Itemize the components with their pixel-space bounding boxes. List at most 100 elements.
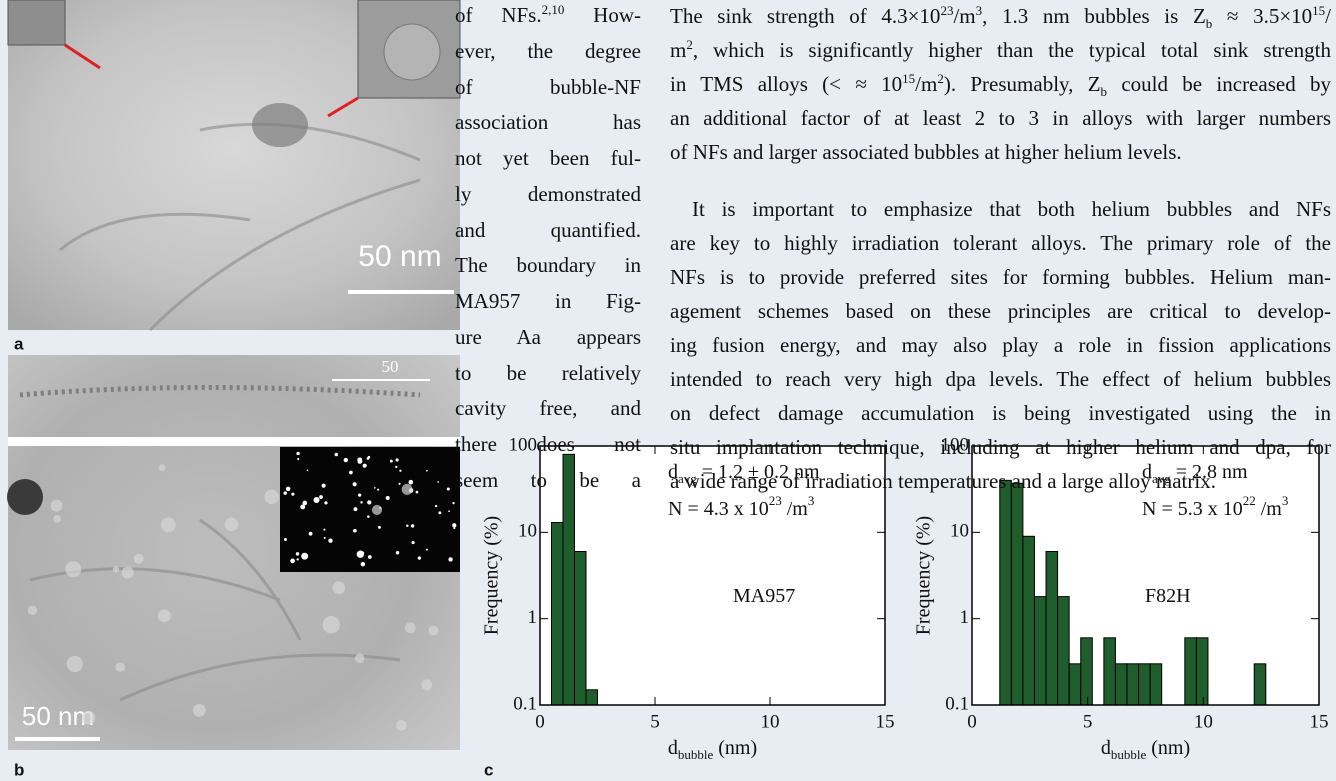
x-tick-label: 10: [1194, 711, 1213, 732]
text-run: NFs is to provide preferred sites for fo…: [670, 265, 1331, 289]
inset-dot: [406, 524, 409, 528]
text-line: It is important to emphasize that both h…: [670, 192, 1331, 226]
inset-dot: [367, 555, 372, 559]
text-run: on defect damage accumulation is being i…: [670, 401, 1331, 425]
text-line: The sink strength of 4.3×1023/m3, 1.3 nm…: [670, 0, 1331, 33]
micrograph-dot: [157, 609, 171, 623]
inset-dot: [349, 470, 353, 475]
inset-dot: [389, 459, 393, 463]
text-run: ever, the degree: [455, 38, 641, 63]
micrograph-dot: [121, 566, 134, 579]
bar: [1195, 637, 1209, 706]
text-line: are key to highly irradiation tolerant a…: [670, 226, 1331, 260]
y-tick-label: 0.1: [945, 693, 969, 714]
annotation: F82H: [1145, 585, 1191, 607]
inset-dot: [437, 481, 439, 483]
text-run: situ implantation technique, including a…: [670, 435, 1331, 459]
inset-dot: [323, 528, 326, 531]
bar: [1253, 663, 1267, 706]
bar: [1033, 596, 1047, 706]
subscript: b: [1100, 84, 1108, 100]
plot-area: [540, 446, 885, 705]
micrograph-dot: [65, 561, 82, 578]
inset-dot: [323, 536, 326, 539]
inset-dot: [308, 531, 313, 536]
text-line: intended to reach very high dpa levels. …: [670, 362, 1331, 396]
text-run: MA957: [733, 585, 795, 607]
text-run: ing fusion energy, and may also play a r…: [670, 333, 1331, 357]
y-tick-label: 10: [950, 521, 969, 542]
bar: [1080, 637, 1093, 706]
x-tick-label: 0: [967, 711, 977, 732]
inset-dot: [306, 469, 309, 472]
x-tick-label: 5: [1083, 711, 1093, 732]
text-run: an additional factor of at least 2 to 3 …: [670, 106, 1331, 130]
text-run: cavity free, and: [455, 396, 641, 421]
micrograph-dot: [81, 710, 96, 725]
text-run: m: [670, 38, 687, 62]
inset-dot: [334, 452, 339, 457]
inset-dot: [302, 500, 308, 506]
text-run: intended to reach very high dpa levels. …: [670, 367, 1331, 391]
separator: [8, 437, 460, 446]
superscript: 15: [902, 71, 916, 86]
micrograph-dot: [322, 615, 341, 634]
text-run: association has: [455, 110, 641, 135]
inset-dot: [373, 487, 376, 489]
bar: [574, 550, 587, 706]
text-run: It is important to emphasize that both h…: [692, 197, 1331, 221]
text-run: ≈ 3.5×10: [1212, 4, 1313, 28]
text-run: a wide range of irradiation temperatures…: [670, 469, 1216, 493]
inset-dot: [357, 457, 363, 463]
inset-dot: [438, 511, 442, 515]
subscript: b: [1205, 16, 1213, 32]
text-run: /: [1325, 4, 1331, 28]
text-line: of NFs and larger associated bubbles at …: [670, 135, 1331, 169]
text-line: association has: [455, 105, 641, 141]
micrograph-dot: [66, 655, 83, 673]
inset-dot: [367, 500, 372, 505]
plot-frame: [539, 445, 886, 706]
micrograph-dot: [53, 515, 61, 523]
text-run: F82H: [1145, 585, 1191, 607]
text-run: of NFs and larger associated bubbles at …: [670, 140, 1182, 164]
micrograph-dot: [112, 566, 120, 573]
annotation: MA957: [733, 585, 795, 607]
text-line: and quantified.: [455, 213, 641, 249]
micrograph-dot: [421, 679, 433, 691]
panel-label: a: [14, 334, 24, 353]
text-line: of bubble-NF: [455, 70, 641, 106]
text-run: agement schemes based on these principle…: [670, 299, 1331, 323]
x-tick-label: 15: [1310, 711, 1329, 732]
inset-dot: [343, 457, 349, 463]
inset-dot: [410, 524, 415, 528]
subscript: avg: [1152, 471, 1171, 486]
scale-bar: [348, 290, 454, 294]
inset-dot: [408, 479, 414, 485]
micrograph-dot: [401, 483, 413, 495]
micrograph-dot: [27, 605, 38, 615]
x-tick-label: 10: [761, 711, 780, 732]
text-line: a wide range of irradiation temperatures…: [670, 464, 1331, 498]
bar: [1068, 663, 1082, 706]
inset-dot: [434, 504, 438, 508]
inset-dot: [356, 550, 365, 558]
inset-dot: [297, 457, 300, 461]
inset-dot: [399, 469, 402, 472]
pointer: [64, 43, 101, 70]
inset-dot: [411, 540, 415, 545]
panel-label: c: [484, 760, 493, 779]
x-tick-label: 0: [535, 711, 545, 732]
inset-dot: [300, 504, 306, 510]
y-axis-label: Frequency (%): [481, 516, 503, 635]
y-tick-label: 1: [528, 607, 538, 628]
inset-dot: [446, 487, 450, 491]
inset-dot: [452, 501, 455, 505]
superscript: 23: [769, 493, 782, 508]
superscript: 3: [808, 493, 815, 508]
y-tick-label: 1: [960, 607, 970, 628]
inset-dot: [398, 482, 401, 485]
text-run: not yet been ful-: [455, 146, 641, 171]
y-tick-label: 10: [518, 521, 537, 542]
scale-label: 50: [382, 357, 399, 376]
